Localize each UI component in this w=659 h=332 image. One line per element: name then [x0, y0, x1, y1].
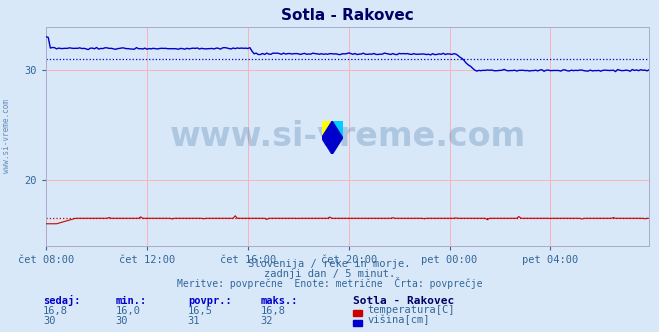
Text: maks.:: maks.:	[260, 296, 298, 306]
Text: min.:: min.:	[115, 296, 146, 306]
Polygon shape	[322, 121, 332, 138]
Polygon shape	[332, 121, 343, 138]
Text: 16,5: 16,5	[188, 306, 213, 316]
Text: www.si-vreme.com: www.si-vreme.com	[2, 99, 11, 173]
Text: Meritve: povprečne  Enote: metrične  Črta: povprečje: Meritve: povprečne Enote: metrične Črta:…	[177, 277, 482, 289]
Text: temperatura[C]: temperatura[C]	[367, 305, 455, 315]
Text: 30: 30	[43, 316, 55, 326]
Text: 30: 30	[115, 316, 128, 326]
Polygon shape	[322, 121, 343, 154]
Text: 16,0: 16,0	[115, 306, 140, 316]
Title: Sotla - Rakovec: Sotla - Rakovec	[281, 8, 414, 23]
Text: 16,8: 16,8	[260, 306, 285, 316]
Text: 31: 31	[188, 316, 200, 326]
Text: Slovenija / reke in morje.: Slovenija / reke in morje.	[248, 259, 411, 269]
Text: 16,8: 16,8	[43, 306, 68, 316]
Text: www.si-vreme.com: www.si-vreme.com	[169, 120, 526, 153]
Text: Sotla - Rakovec: Sotla - Rakovec	[353, 296, 454, 306]
Text: zadnji dan / 5 minut.: zadnji dan / 5 minut.	[264, 269, 395, 279]
Text: povpr.:: povpr.:	[188, 296, 231, 306]
Text: višina[cm]: višina[cm]	[367, 315, 430, 325]
Text: sedaj:: sedaj:	[43, 295, 80, 306]
Text: 32: 32	[260, 316, 273, 326]
